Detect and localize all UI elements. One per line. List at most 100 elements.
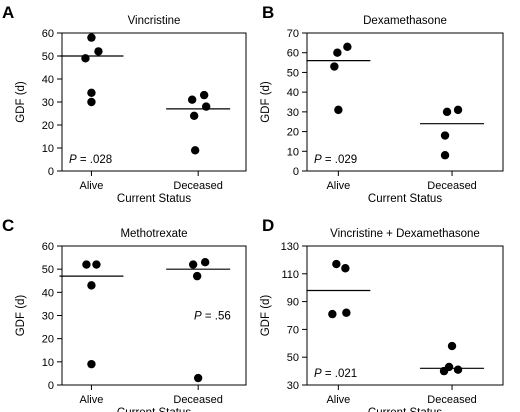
data-point [94,47,103,56]
plot-frame [306,245,504,386]
data-point [343,42,352,51]
data-point [439,366,449,376]
x-tick-label: Deceased [173,180,223,192]
p-value-number: = .56 [202,311,231,323]
data-point [92,260,101,269]
p-value-label: P = .021 [314,368,357,380]
y-tick-label: 50 [42,51,54,63]
x-tick-label: Alive [326,180,350,192]
x-tick-label: Alive [80,394,104,406]
y-tick-label: 30 [287,380,299,392]
panel-d: D Vincristine + Dexamethasone 30 50 70 90 110 1… [260,216,504,412]
x-axis-label: Current Status [117,193,191,205]
p-value-number: = .028 [77,154,113,166]
data-point [87,33,96,42]
panel-title: Vincristine + Dexamethasone [330,228,480,240]
y-tick-label: 130 [281,241,299,253]
panel-title: Methotrexate [120,228,187,240]
y-tick-label: 40 [287,87,299,99]
y-tick-label: 0 [48,166,54,178]
y-tick-label: 50 [287,67,299,79]
p-value-label: P = .028 [69,154,112,166]
data-point [199,90,209,100]
data-point [328,309,337,319]
x-tick-label: Deceased [427,394,477,406]
panel-letter: B [262,3,274,22]
y-axis-label: GDF (d) [260,295,272,337]
data-point [442,107,452,117]
y-tick-label: 0 [48,380,54,392]
x-axis-label: Current Status [117,407,191,412]
y-tick-label: 50 [287,352,299,364]
data-point [87,97,96,107]
y-tick-label: 20 [42,120,54,132]
data-point [333,48,342,57]
y-tick-label: 20 [42,334,54,346]
data-point [453,105,463,115]
x-tick-label: Alive [326,394,350,406]
data-point [453,365,463,374]
y-tick-label: 10 [42,143,54,155]
data-point [342,308,351,317]
y-tick-label: 0 [293,166,299,178]
y-axis-label: GDF (d) [260,81,272,123]
y-tick-label: 60 [42,28,54,40]
p-value-label: P = .029 [314,154,357,166]
data-point [341,264,350,273]
data-point [334,105,343,115]
data-point [332,259,341,269]
panel-c: C Methotrexate 0 10 20 30 40 50 60 GDF (d) Alive De… [2,216,247,412]
x-axis-label: Current Status [368,407,442,412]
y-tick-label: 60 [42,241,54,253]
y-tick-label: 70 [287,28,299,40]
data-point [192,271,202,281]
y-tick-label: 40 [42,287,54,299]
y-tick-label: 30 [287,107,299,119]
p-value-symbol: P [314,154,322,166]
data-point [440,151,450,160]
y-tick-label: 110 [281,269,299,281]
y-tick-label: 90 [287,297,299,309]
p-value-symbol: P [69,154,77,166]
data-point [82,260,91,269]
y-axis-label: GDF (d) [15,81,27,123]
data-point [330,62,339,71]
y-tick-label: 40 [42,74,54,86]
panel-a: A Vincristine 0 10 20 30 40 50 60 GDF (d) Alive Dec… [2,3,247,205]
p-value-number: = .021 [322,368,358,380]
panel-title: Dexamethasone [363,15,447,27]
y-tick-label: 10 [42,357,54,369]
p-value-symbol: P [314,368,322,380]
x-tick-label: Alive [80,180,104,192]
data-point [187,95,197,104]
p-value-number: = .029 [322,154,358,166]
panel-letter: C [2,216,14,235]
panel-b: B Dexamethasone 0 10 20 30 40 50 60 70 GDF (d) Aliv… [260,3,504,205]
plot-frame [306,32,504,172]
y-tick-label: 70 [287,324,299,336]
panel-letter: D [262,216,274,235]
y-tick-label: 50 [42,264,54,276]
data-point [87,281,96,290]
y-tick-label: 30 [42,311,54,323]
data-point [188,260,198,269]
data-point [87,88,96,98]
data-point [189,111,199,121]
data-point [190,146,200,155]
data-point [440,131,450,140]
data-point [447,341,457,351]
data-point [201,102,211,111]
data-point [193,373,203,383]
data-point [200,258,210,267]
y-tick-label: 10 [287,146,299,158]
panel-title: Vincristine [128,15,181,27]
x-tick-label: Deceased [173,394,223,406]
data-point [81,54,90,63]
y-axis-label: GDF (d) [15,295,27,337]
panel-letter: A [2,3,14,22]
y-tick-label: 60 [287,48,299,60]
x-tick-label: Deceased [427,180,477,192]
p-value-symbol: P [194,311,202,323]
y-tick-label: 20 [287,127,299,139]
